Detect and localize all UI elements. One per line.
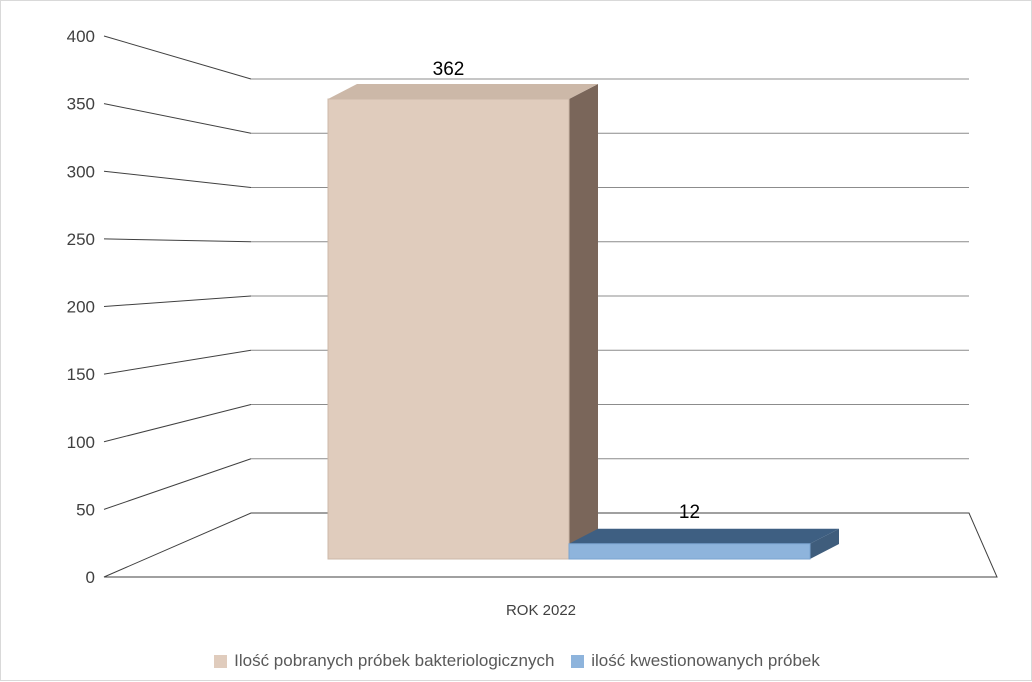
legend: Ilość pobranych próbek bakteriologicznyc… [1,651,1032,673]
gridline-side [103,35,252,80]
axes [103,512,998,578]
y-tick-label: 200 [67,298,95,317]
legend-item-questioned: ilość kwestionowanych próbek [571,651,820,671]
y-tick-label: 100 [67,433,95,452]
gridline-side [103,103,252,134]
data-label: 12 [679,502,700,523]
gridline-side [103,170,252,188]
y-tick-label: 350 [67,95,95,114]
legend-label-questioned: ilość kwestionowanych próbek [591,651,820,670]
gridline-side [103,458,252,510]
legend-swatch-questioned [571,654,585,668]
bar-top-face [569,528,839,544]
legend-label-samples: Ilość pobranych próbek bakteriologicznyc… [234,651,555,670]
bars [327,84,839,560]
data-label: 362 [433,59,465,80]
labels: 0 50 100 150 200 250 300 350 400 362 12 ROK 2022 [67,27,700,619]
bar-side-face [810,528,839,559]
gridline-side [103,238,252,243]
y-tick-label: 300 [67,162,95,181]
legend-swatch-samples [214,654,228,668]
y-tick-label: 250 [67,230,95,249]
y-tick-label: 50 [76,500,95,519]
y-tick-label: 150 [67,365,95,384]
gridline-side [103,295,252,307]
bar-side-face [569,84,598,559]
bar-samples [327,98,570,560]
gridline-side [103,404,252,443]
y-tick-label: 400 [67,27,95,46]
y-tick-label: 0 [86,568,95,587]
legend-item-samples: Ilość pobranych próbek bakteriologicznyc… [214,651,554,671]
bar-questioned [568,543,811,560]
bar-top-face [328,84,598,99]
x-category-label: ROK 2022 [506,602,576,619]
gridline-side [103,349,252,375]
